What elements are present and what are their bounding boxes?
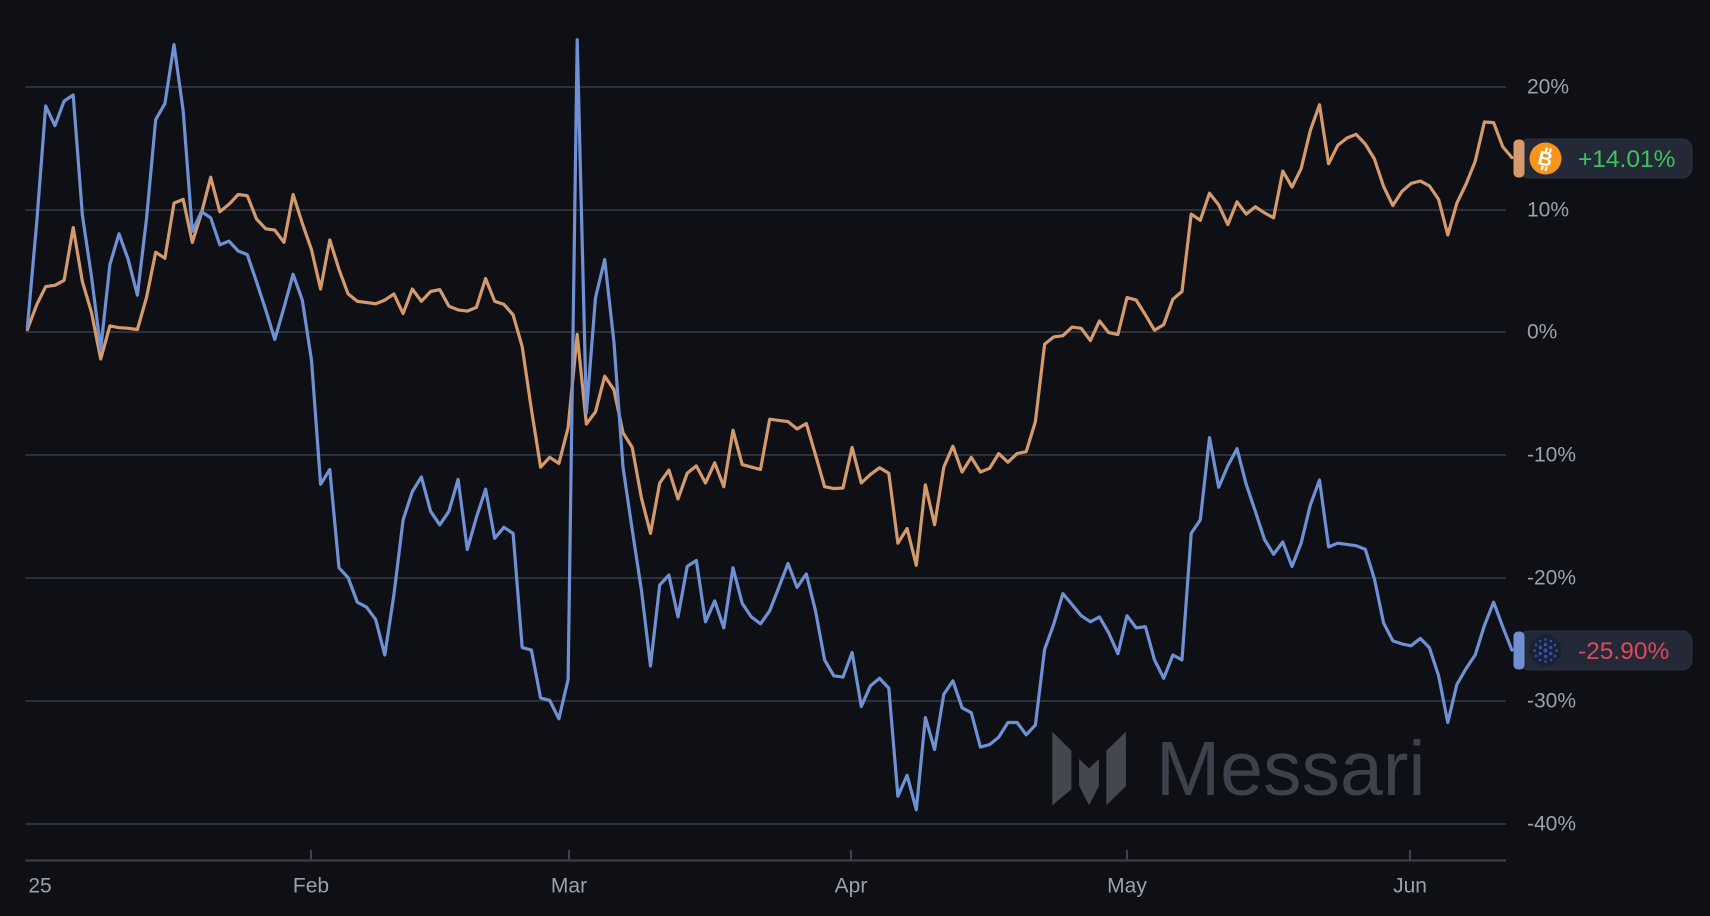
svg-text:Mar: Mar xyxy=(551,875,587,898)
svg-text:0%: 0% xyxy=(1527,321,1557,344)
svg-text:-40%: -40% xyxy=(1527,813,1576,836)
svg-text:May: May xyxy=(1107,875,1147,898)
svg-text:Apr: Apr xyxy=(835,875,868,898)
svg-text:20%: 20% xyxy=(1527,76,1569,99)
svg-text:Jun: Jun xyxy=(1393,875,1427,898)
svg-text:25: 25 xyxy=(28,875,51,898)
svg-text:Messari: Messari xyxy=(1156,726,1426,812)
svg-text:-20%: -20% xyxy=(1527,567,1576,590)
svg-text:-10%: -10% xyxy=(1527,444,1576,467)
svg-text:Feb: Feb xyxy=(293,875,329,898)
svg-text:-30%: -30% xyxy=(1527,690,1576,713)
svg-text:+14.01%: +14.01% xyxy=(1578,146,1675,173)
svg-text:B: B xyxy=(1536,147,1555,172)
svg-text:-25.90%: -25.90% xyxy=(1578,638,1669,665)
svg-text:10%: 10% xyxy=(1527,199,1569,222)
